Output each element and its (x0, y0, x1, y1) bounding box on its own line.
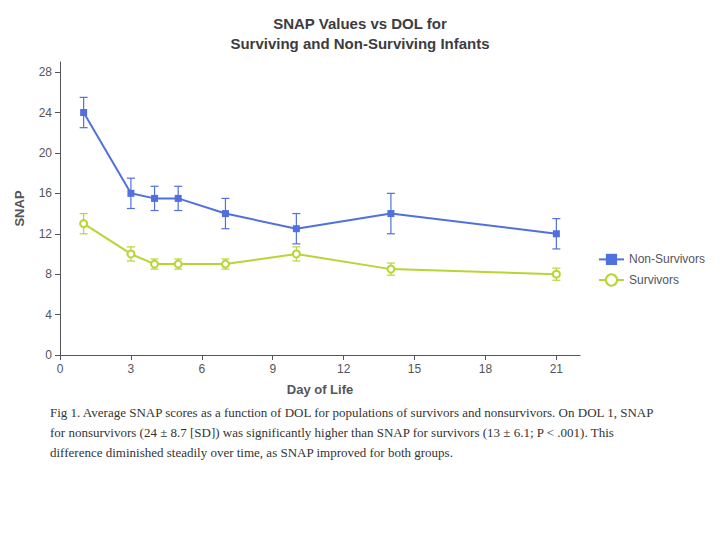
svg-text:Fig 1. Average SNAP scores as: Fig 1. Average SNAP scores as a function… (50, 405, 656, 420)
svg-text:Non-Survivors: Non-Survivors (629, 252, 705, 266)
svg-text:6: 6 (198, 362, 205, 376)
svg-text:15: 15 (408, 362, 422, 376)
svg-text:difference diminished steadily: difference diminished steadily over time… (50, 445, 453, 460)
svg-text:12: 12 (39, 227, 53, 241)
svg-text:12: 12 (337, 362, 351, 376)
svg-text:0: 0 (45, 348, 52, 362)
svg-text:21: 21 (550, 362, 564, 376)
svg-text:Day of Life: Day of Life (287, 382, 353, 397)
svg-text:for nonsurvivors (24 ± 8.7 [SD: for nonsurvivors (24 ± 8.7 [SD]) was sig… (50, 425, 617, 440)
svg-text:24: 24 (39, 106, 53, 120)
svg-text:8: 8 (45, 267, 52, 281)
svg-text:16: 16 (39, 186, 53, 200)
svg-text:Survivors: Survivors (629, 273, 679, 287)
svg-text:9: 9 (269, 362, 276, 376)
svg-text:SNAP: SNAP (12, 190, 27, 226)
svg-text:4: 4 (45, 308, 52, 322)
svg-text:20: 20 (39, 146, 53, 160)
svg-text:18: 18 (479, 362, 493, 376)
svg-text:3: 3 (128, 362, 135, 376)
svg-text:SNAP Values vs DOL for: SNAP Values vs DOL for (273, 15, 447, 32)
svg-text:0: 0 (57, 362, 64, 376)
svg-text:Surviving and Non-Surviving In: Surviving and Non-Surviving Infants (230, 35, 489, 52)
svg-text:28: 28 (39, 65, 53, 79)
